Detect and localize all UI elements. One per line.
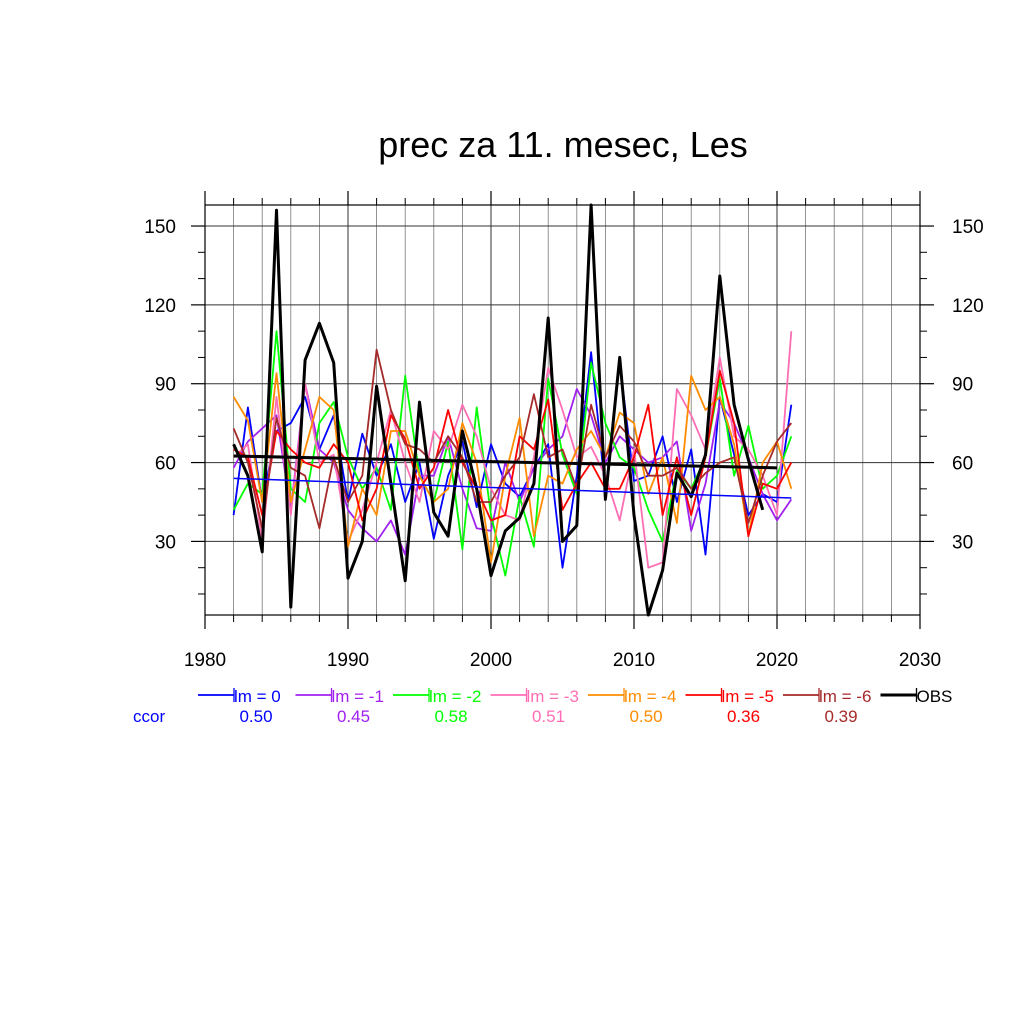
ccor-value: 0.45 bbox=[337, 707, 370, 726]
x-tick-label: 2020 bbox=[756, 650, 798, 671]
legend-label: lm = -3 bbox=[527, 687, 579, 706]
legend-label: lm = 0 bbox=[234, 687, 281, 706]
y-tick-label-right: 120 bbox=[952, 296, 984, 317]
ccor-label: ccor bbox=[133, 707, 165, 726]
ccor-value: 0.36 bbox=[727, 707, 760, 726]
legend-label: lm = -1 bbox=[332, 687, 384, 706]
ccor-value: 0.58 bbox=[434, 707, 467, 726]
x-tick-label: 1990 bbox=[327, 650, 369, 671]
ccor-value: 0.50 bbox=[239, 707, 272, 726]
y-tick-label-right: 30 bbox=[952, 532, 973, 553]
legend-label: lm = -6 bbox=[819, 687, 871, 706]
trend-line-lm-0 bbox=[233, 477, 792, 499]
y-tick-label-left: 150 bbox=[144, 217, 176, 238]
y-tick-label-left: 90 bbox=[155, 375, 176, 396]
y-tick-label-left: 60 bbox=[155, 454, 176, 475]
series-line-lm-0 bbox=[232, 351, 793, 569]
x-tick-label: 2000 bbox=[470, 650, 512, 671]
ccor-value: 0.50 bbox=[629, 707, 662, 726]
trend-line-obs bbox=[233, 454, 778, 470]
series-line-lm-6 bbox=[232, 348, 793, 530]
y-tick-label-right: 150 bbox=[952, 217, 984, 238]
y-tick-label-right: 60 bbox=[952, 454, 973, 475]
legend-label: lm = -2 bbox=[429, 687, 481, 706]
ccor-value: 0.39 bbox=[824, 707, 857, 726]
series-line-lm-4 bbox=[232, 372, 793, 564]
y-tick-label-left: 120 bbox=[144, 296, 176, 317]
x-tick-label: 1980 bbox=[184, 650, 226, 671]
legend-label: OBS bbox=[917, 687, 953, 706]
y-tick-label-right: 90 bbox=[952, 375, 973, 396]
series-line-lm-5 bbox=[233, 369, 793, 538]
series-line-obs bbox=[232, 203, 765, 617]
legend-label: lm = -4 bbox=[624, 687, 676, 706]
series-layer bbox=[232, 203, 793, 617]
tick-layer: 1980 1990 2000 2010 2020 2030 30 30 60 60 90 90 120 1… bbox=[144, 191, 984, 671]
y-tick-label-left: 30 bbox=[155, 532, 176, 553]
x-tick-label: 2030 bbox=[899, 650, 941, 671]
legend-label: lm = -5 bbox=[722, 687, 774, 706]
x-tick-label: 2010 bbox=[613, 650, 655, 671]
chart-title: prec za 11. mesec, Les bbox=[378, 124, 748, 165]
ccor-value: 0.51 bbox=[532, 707, 565, 726]
